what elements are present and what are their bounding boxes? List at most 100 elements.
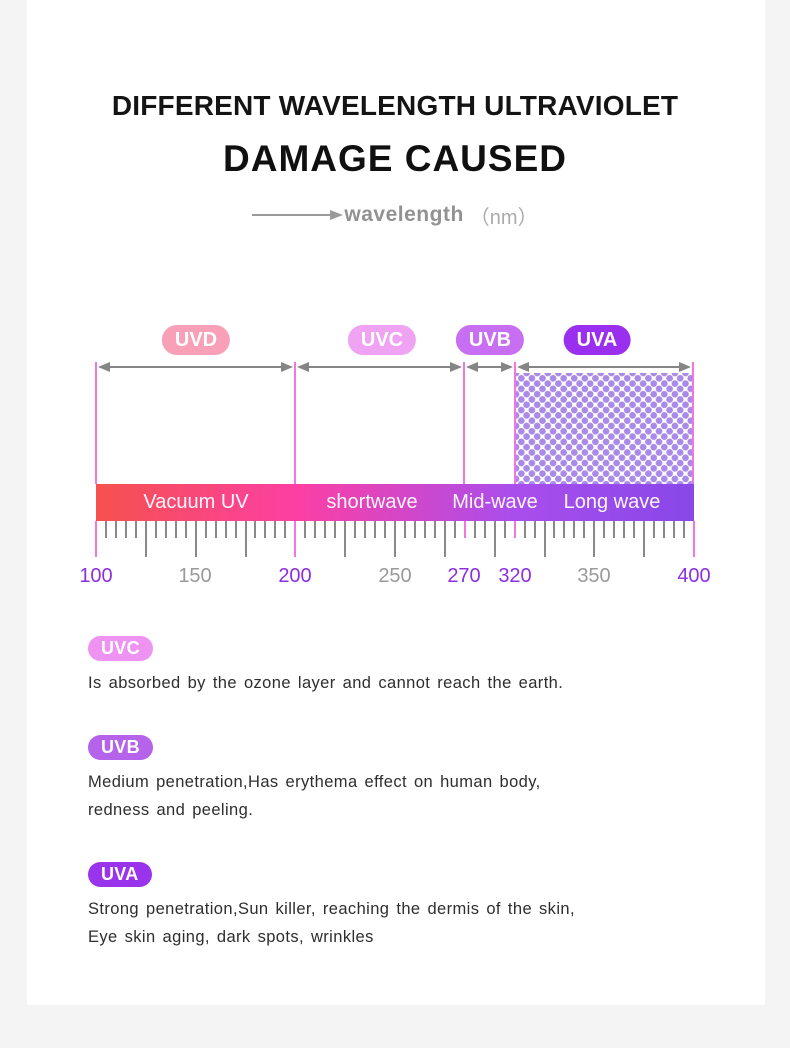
ruler-tick [643, 521, 646, 557]
scale-vline [514, 362, 516, 484]
ruler-tick [633, 521, 636, 538]
ruler-tick [384, 521, 387, 538]
axis-label-100: 100 [79, 565, 113, 587]
spectrum-bar: Vacuum UV shortwave Mid-wave Long wave [96, 484, 694, 521]
axis-label-400: 400 [677, 565, 711, 587]
uva-band-badge: UVA [563, 325, 631, 355]
ruler-tick [114, 521, 117, 538]
uva-description-line1: Strong penetration,Sun killer, reaching … [88, 900, 575, 918]
page-title-line2: DAMAGE CAUSED [223, 138, 567, 179]
ruler-tick [184, 521, 187, 538]
scale-vline [463, 362, 465, 484]
ruler-tick [394, 521, 396, 557]
ruler-tick [274, 521, 277, 538]
ruler-tick [324, 521, 327, 538]
uvc-description-line1: Is absorbed by the ozone layer and canno… [88, 674, 564, 692]
ruler-tick [583, 521, 586, 538]
ruler-tick [683, 521, 686, 538]
axis-label-270: 270 [447, 565, 481, 587]
uvb-description-line1: Medium penetration,Has erythema effect o… [88, 773, 541, 791]
ruler-tick [413, 521, 416, 538]
range-arrow [297, 362, 462, 372]
ruler-tick [314, 521, 317, 538]
range-arrow [98, 362, 293, 372]
range-arrow [517, 362, 691, 372]
ruler-tick [403, 521, 406, 538]
ruler-tick [144, 521, 147, 557]
ruler-tick [364, 521, 367, 538]
ruler-tick [453, 521, 456, 538]
ruler-tick [254, 521, 257, 538]
ruler-tick [693, 521, 695, 557]
scale-vline [692, 362, 694, 484]
page-title-line1: DIFFERENT WAVELENGTH ULTRAVIOLET [111, 90, 679, 121]
scale-vline [95, 362, 97, 484]
ruler-tick [344, 521, 347, 557]
ruler-tick [244, 521, 247, 557]
ruler-tick [294, 521, 297, 557]
ruler-tick [104, 521, 107, 538]
section-uvb: UVB Medium penetration,Has erythema effe… [88, 735, 730, 824]
ruler-tick [463, 521, 466, 538]
ruler-tick [563, 521, 566, 538]
range-arrow [466, 362, 513, 372]
ruler-tick [174, 521, 177, 538]
ruler-tick [204, 521, 207, 538]
uvb-badge: UVB [88, 735, 153, 760]
ruler-ticks [95, 521, 696, 561]
wavelength-caption: wavelength （nm） [0, 202, 790, 229]
uva-description-line2: Eye skin aging, dark spots, wrinkles [88, 928, 374, 946]
ruler-tick [523, 521, 526, 538]
ruler-tick [304, 521, 307, 538]
ruler-tick [134, 521, 137, 538]
uvb-description-line2: redness and peeling. [88, 801, 254, 819]
ruler-tick [573, 521, 576, 538]
ruler-tick [533, 521, 536, 538]
ruler-tick [623, 521, 626, 538]
uvc-badge: UVC [88, 636, 153, 661]
ruler-tick [593, 521, 596, 557]
ruler-tick [493, 521, 496, 557]
ruler-tick [613, 521, 616, 538]
axis-label-150: 150 [178, 565, 212, 587]
ruler-tick [433, 521, 436, 538]
ruler-tick [473, 521, 476, 538]
ruler-tick [224, 521, 227, 538]
ruler-tick [354, 521, 357, 538]
ruler-tick [423, 521, 426, 538]
axis-label-200: 200 [278, 565, 312, 587]
ruler-tick [543, 521, 546, 557]
ruler-tick [663, 521, 666, 538]
wavelength-units: （nm） [469, 206, 538, 229]
uvb-band-badge: UVB [455, 325, 525, 355]
ruler-tick [673, 521, 676, 538]
ruler-tick [513, 521, 516, 538]
ruler-tick [214, 521, 217, 538]
ruler-tick [603, 521, 606, 538]
uvd-band-badge: UVD [161, 325, 231, 355]
ruler-tick [503, 521, 506, 538]
section-uvc: UVC Is absorbed by the ozone layer and c… [88, 636, 730, 697]
axis-label-250: 250 [378, 565, 412, 587]
right-arrow-icon [252, 210, 344, 220]
bar-segment-label: shortwave [326, 491, 418, 513]
ruler-tick [334, 521, 337, 538]
axis-label-350: 350 [577, 565, 611, 587]
ruler-tick [234, 521, 237, 538]
ruler-tick [164, 521, 167, 538]
ruler-tick [653, 521, 656, 538]
uva-badge: UVA [88, 862, 152, 887]
ruler-tick [154, 521, 157, 538]
scale-vline [294, 362, 296, 484]
ruler-tick [483, 521, 486, 538]
bar-segment-label: Mid-wave [452, 491, 538, 513]
ruler-tick [553, 521, 556, 538]
bar-segment-label: Long wave [563, 491, 661, 513]
ruler-tick [264, 521, 267, 538]
ruler-tick [374, 521, 377, 538]
axis-label-320: 320 [498, 565, 532, 587]
uva-dotted-region [516, 373, 692, 484]
wavelength-label: wavelength [344, 203, 464, 226]
ruler-tick [194, 521, 197, 557]
